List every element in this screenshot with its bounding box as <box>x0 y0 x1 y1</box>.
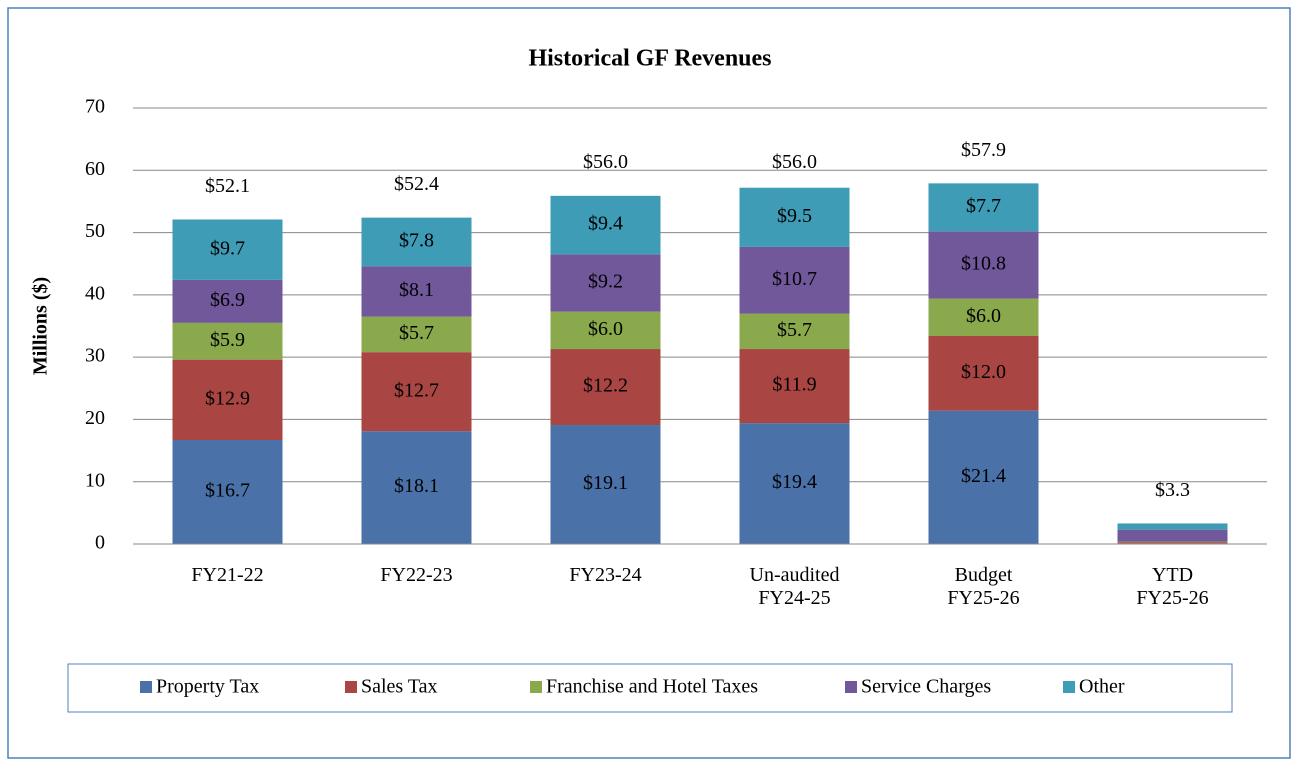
legend-label: Service Charges <box>861 676 991 698</box>
bar-segment <box>928 410 1039 544</box>
bar-segment <box>550 425 661 544</box>
data-label: $5.7 <box>399 322 434 344</box>
legend-swatch <box>530 681 542 693</box>
data-label: $9.7 <box>210 237 245 259</box>
x-tick-label: FY22-23 <box>380 564 453 586</box>
total-label: $3.3 <box>1155 479 1190 501</box>
bar-segment <box>172 439 283 544</box>
bar-segment <box>1117 541 1228 543</box>
bar-segment <box>928 335 1039 411</box>
bar-segment <box>928 298 1039 336</box>
legend-swatch <box>1063 681 1075 693</box>
y-tick-label: 50 <box>85 220 105 242</box>
data-label: $19.1 <box>583 472 628 494</box>
bar-segment <box>172 359 283 440</box>
data-label: $12.0 <box>961 361 1006 383</box>
bar-segment <box>550 311 661 350</box>
data-label: $10.8 <box>961 253 1006 275</box>
data-label: $6.9 <box>210 289 245 311</box>
bar-segment <box>928 231 1039 299</box>
bar-segment <box>739 246 850 314</box>
data-label: $16.7 <box>205 480 250 502</box>
x-tick-label: FY21-22 <box>191 564 264 586</box>
legend-swatch <box>140 681 152 693</box>
bar-segment <box>1117 523 1228 530</box>
bar-segment <box>172 322 283 360</box>
y-tick-label: 60 <box>85 158 105 180</box>
legend-label: Franchise and Hotel Taxes <box>546 676 758 698</box>
data-label: $21.4 <box>961 465 1006 487</box>
total-label: $56.0 <box>583 151 628 173</box>
bar-segment <box>361 217 472 267</box>
bar-segment <box>550 195 661 255</box>
data-label: $11.9 <box>772 374 816 396</box>
bar-segment <box>361 352 472 432</box>
data-label: $9.5 <box>777 205 812 227</box>
y-tick-label: 70 <box>85 96 105 118</box>
y-tick-label: 10 <box>85 469 105 491</box>
bar-segment <box>361 316 472 353</box>
data-label: $6.0 <box>588 318 623 340</box>
data-label: $6.0 <box>966 305 1001 327</box>
data-label: $18.1 <box>394 475 439 497</box>
legend-swatch <box>345 681 357 693</box>
bar-segment <box>550 254 661 312</box>
x-tick-label: FY23-24 <box>569 564 642 586</box>
bar-segment <box>739 313 850 350</box>
legend-label: Sales Tax <box>361 676 438 698</box>
legend-swatch <box>845 681 857 693</box>
data-label: $9.2 <box>588 271 623 293</box>
legend-label: Other <box>1079 676 1125 698</box>
bar-segment <box>739 423 850 544</box>
legend-box <box>67 663 1233 713</box>
data-label: $12.2 <box>583 375 628 397</box>
bar-segment <box>1117 542 1228 544</box>
bar-segment <box>928 183 1039 232</box>
bar-segment <box>361 266 472 317</box>
data-label: $5.9 <box>210 329 245 351</box>
data-label: $12.7 <box>394 379 439 401</box>
bar-segment <box>739 187 850 247</box>
y-tick-label: 40 <box>85 282 105 304</box>
data-label: $7.7 <box>966 195 1001 217</box>
bar-segment <box>1117 529 1228 542</box>
x-tick-label: Un-audited FY24-25 <box>749 564 840 609</box>
y-tick-label: 0 <box>95 532 105 554</box>
total-label: $57.9 <box>961 139 1006 161</box>
data-label: $5.7 <box>777 319 812 341</box>
y-axis-label: Millions ($) <box>30 277 52 375</box>
data-label: $8.1 <box>399 279 434 301</box>
data-label: $10.7 <box>772 268 817 290</box>
x-tick-label: YTD FY25-26 <box>1136 564 1209 609</box>
y-tick-label: 30 <box>85 345 105 367</box>
data-label: $12.9 <box>205 387 250 409</box>
data-label: $7.8 <box>399 230 434 252</box>
legend-label: Property Tax <box>156 676 259 698</box>
bar-segment <box>550 349 661 426</box>
bar-segment <box>361 431 472 544</box>
bar-segment <box>172 219 283 280</box>
y-tick-label: 20 <box>85 407 105 429</box>
total-label: $56.0 <box>772 151 817 173</box>
data-label: $9.4 <box>588 213 623 235</box>
total-label: $52.4 <box>394 173 439 195</box>
chart-border <box>7 7 1291 759</box>
bar-segment <box>172 279 283 323</box>
chart-title: Historical GF Revenues <box>528 46 771 72</box>
bar-segment <box>739 349 850 424</box>
total-label: $52.1 <box>205 175 250 197</box>
x-tick-label: Budget FY25-26 <box>947 564 1020 609</box>
data-label: $19.4 <box>772 471 817 493</box>
